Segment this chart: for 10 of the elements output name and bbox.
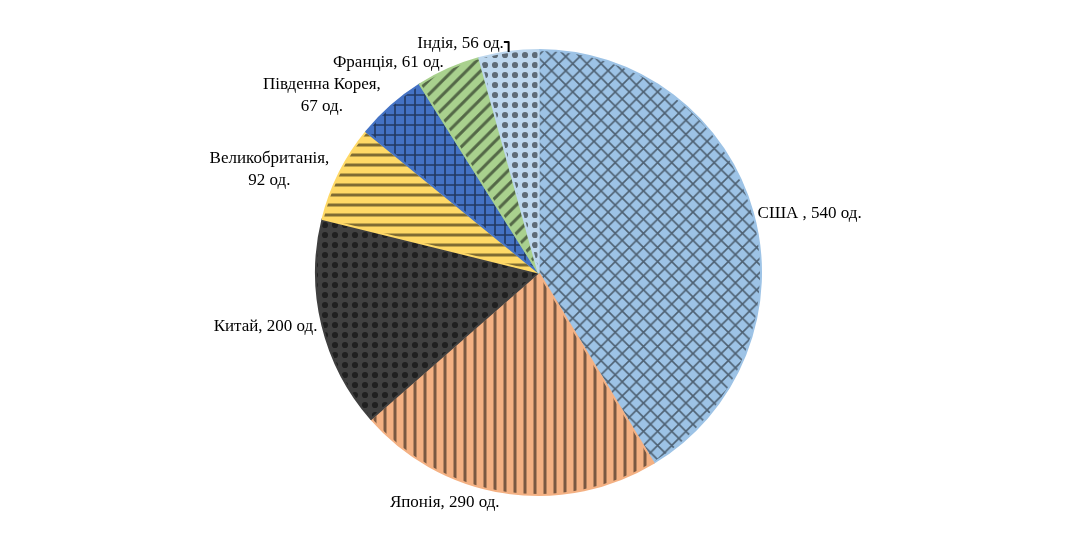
- slice-label: Великобританія, 92 од.: [209, 148, 330, 190]
- pie-slice: [418, 57, 540, 274]
- slice-label: Китай, 200 од.: [213, 316, 318, 336]
- pie-slice: [370, 271, 655, 496]
- slice-label: Індія, 56 од.: [417, 32, 504, 52]
- slice-label: Південна Корея, 67 од.: [262, 73, 381, 115]
- slice-label: США , 540 од.: [757, 202, 862, 222]
- slice-label: Франція, 61 од.: [332, 51, 444, 71]
- slice-label: Японія, 290 од.: [389, 492, 500, 512]
- pie-slice: [315, 217, 540, 421]
